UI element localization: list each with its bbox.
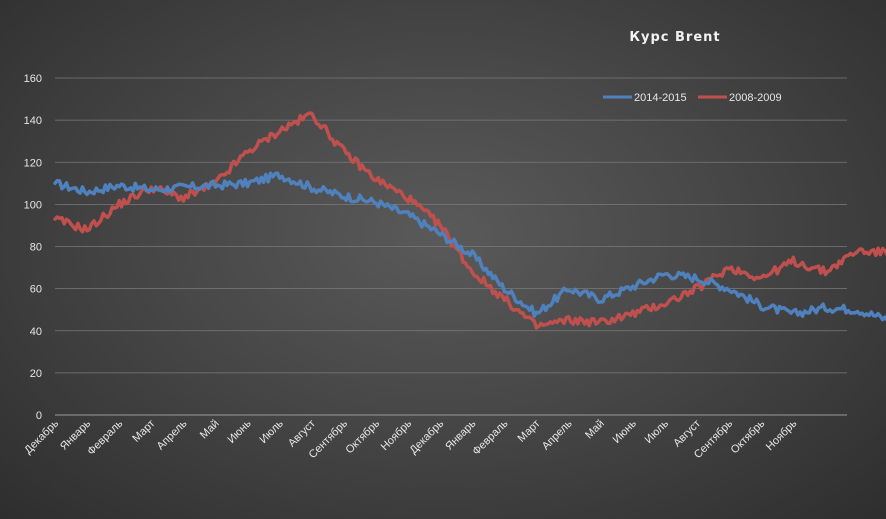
- x-tick-label: Ноябрь: [764, 417, 800, 453]
- x-tick-label: Октябрь: [729, 417, 768, 456]
- x-tick-label: Июль: [643, 417, 672, 446]
- y-tick-label: 60: [30, 284, 42, 296]
- y-tick-label: 20: [30, 368, 42, 380]
- series: [53, 111, 886, 330]
- legend-label-2008-2009: 2008-2009: [729, 92, 782, 104]
- x-tick-label: Декабрь: [408, 417, 447, 456]
- x-tick-label: Июнь: [611, 417, 639, 445]
- y-tick-label: 100: [24, 199, 42, 211]
- y-tick-label: 80: [30, 242, 42, 254]
- x-tick-label: Апрель: [540, 417, 575, 452]
- x-tick-label: Февраль: [470, 417, 510, 457]
- series-line-2008-2009: [53, 111, 886, 330]
- x-tick-label: Октябрь: [343, 417, 382, 456]
- chart-title: Курс Brent: [629, 30, 720, 45]
- y-tick-label: 140: [24, 115, 42, 127]
- grid: [55, 77, 847, 374]
- x-tick-label: Февраль: [85, 417, 125, 457]
- y-tick-label: 120: [24, 157, 42, 169]
- series-line-2014-2015: [53, 171, 886, 322]
- y-tick-label: 160: [24, 73, 42, 85]
- x-tick-label: Апрель: [155, 417, 190, 452]
- y-tick-label: 0: [36, 410, 42, 422]
- legend-label-2014-2015: 2014-2015: [634, 92, 687, 104]
- x-tick-label: Июль: [257, 417, 286, 446]
- x-tick-label: Май: [198, 418, 222, 442]
- x-tick-label: Июнь: [225, 417, 253, 445]
- x-tick-label: Декабрь: [22, 417, 61, 456]
- y-axis-ticks: 0 20 40 60 80 100 120 140 160: [24, 73, 42, 422]
- legend: 2014-2015 2008-2009: [603, 92, 782, 104]
- x-tick-label: Март: [516, 418, 543, 445]
- x-tick-label: Март: [130, 418, 157, 445]
- x-tick-label: Май: [583, 418, 607, 442]
- y-tick-label: 40: [30, 326, 42, 338]
